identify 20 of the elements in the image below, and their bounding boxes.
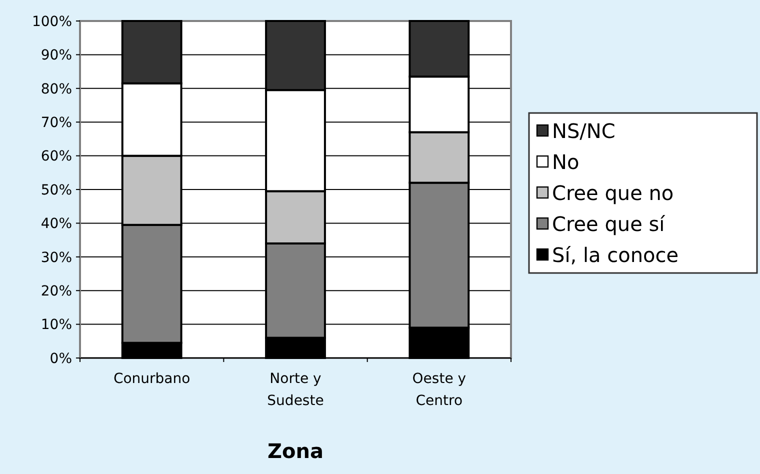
- y-tick-label: 100%: [32, 14, 72, 30]
- x-axis-title: Zona: [268, 439, 324, 463]
- legend-label: Cree que no: [552, 181, 674, 205]
- y-tick-label: 60%: [40, 148, 72, 165]
- y-tick-label: 50%: [40, 182, 72, 198]
- y-tick-label: 80%: [40, 81, 72, 98]
- legend-label: NS/NC: [552, 119, 616, 143]
- y-tick-label: 90%: [40, 48, 72, 64]
- y-tick-label: 40%: [40, 216, 72, 232]
- legend-label: Cree que sí: [552, 212, 666, 236]
- y-tick-label: 0%: [50, 350, 72, 367]
- y-tick-label: 30%: [40, 250, 72, 266]
- x-tick-label: Oeste y Centro: [412, 371, 466, 409]
- y-tick-label: 70%: [40, 115, 72, 131]
- y-tick-label: 10%: [40, 317, 72, 334]
- legend-label: No: [552, 150, 580, 174]
- x-tick-label: Conurbano: [113, 371, 190, 387]
- y-tick-label: 20%: [40, 284, 72, 300]
- x-tick-label: Norte y Sudeste: [267, 371, 324, 409]
- legend-label: Sí, la conoce: [552, 243, 679, 267]
